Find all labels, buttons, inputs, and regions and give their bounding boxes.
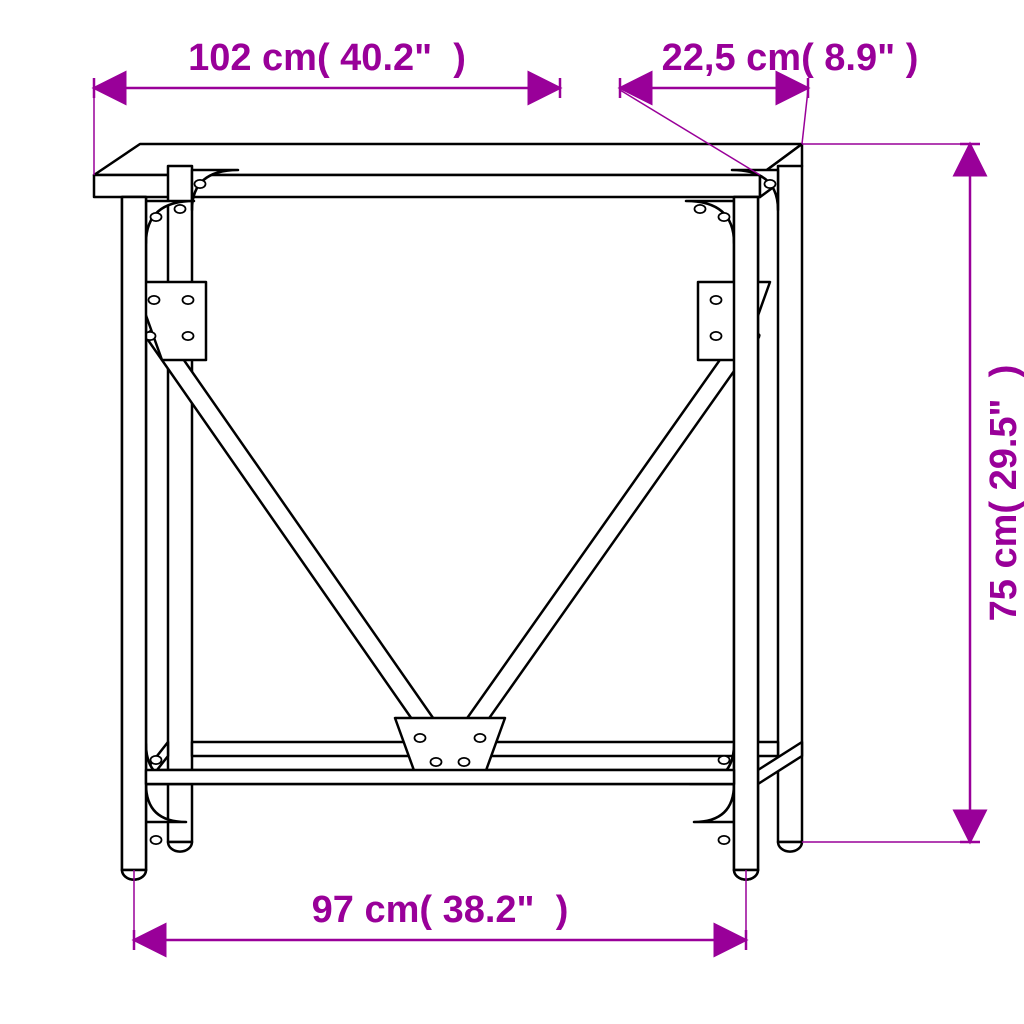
dimension-depth: 22,5 cm( 8.9" )	[662, 37, 919, 79]
dimension-top-width: 102 cm( 40.2" )	[188, 37, 466, 79]
dimension-height: 75 cm( 29.5" )	[983, 365, 1024, 622]
dimension-base-width: 97 cm( 38.2" )	[312, 889, 569, 931]
